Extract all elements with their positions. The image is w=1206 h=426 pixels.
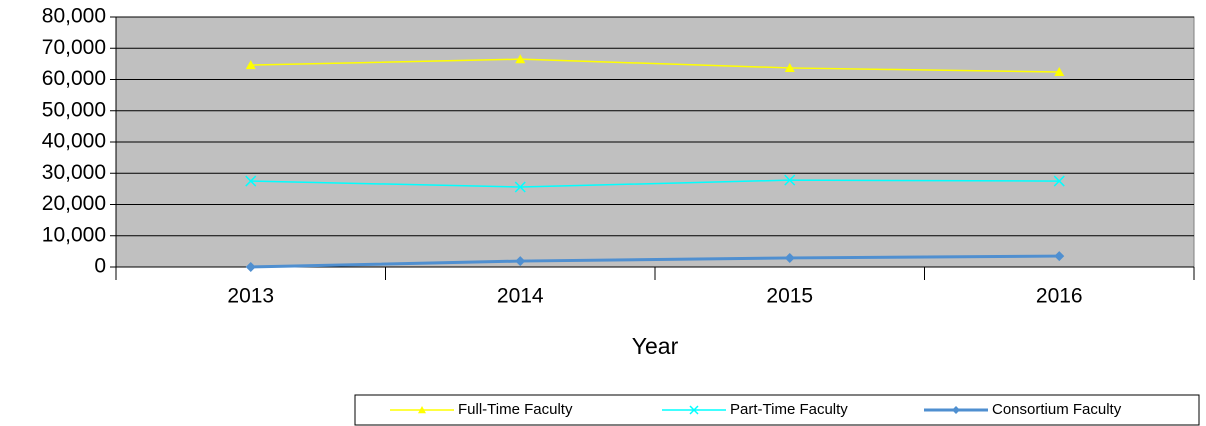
y-tick-label: 70,000 [42,36,106,59]
data-point [514,181,526,193]
legend-label: Full-Time Faculty [458,401,573,418]
x-axis-title: Year [632,333,679,359]
data-point [245,60,256,70]
legend-box [354,394,1200,426]
series-line [250,58,1060,73]
x-tick-label: 2015 [766,285,813,308]
legend-marker [418,406,426,414]
y-tick-label: 80,000 [42,5,106,28]
data-point [784,174,796,186]
data-point [515,54,526,64]
y-tick-label: 60,000 [42,67,106,90]
y-tick-label: 30,000 [42,161,106,184]
y-tick-label: 50,000 [42,98,106,121]
data-point [515,256,526,267]
y-tick-label: 0 [94,255,106,278]
data-point [1054,251,1065,262]
y-tick-label: 10,000 [42,223,106,246]
y-tick-label: 20,000 [42,192,106,215]
x-tick-label: 2013 [227,285,274,308]
data-point [784,62,795,72]
data-point [784,252,795,263]
series-line [250,179,1060,188]
data-point [245,175,257,187]
legend-label: Consortium Faculty [992,401,1122,418]
legend-marker [952,406,960,414]
data-point [245,262,256,272]
data-point [1053,175,1065,187]
x-tick-label: 2016 [1036,285,1083,308]
series-line [250,254,1060,269]
legend-label: Part-Time Faculty [730,401,848,418]
y-tick-label: 40,000 [42,130,106,153]
data-point [1054,67,1065,76]
legend-marker [689,405,699,415]
x-tick-label: 2014 [497,285,544,308]
